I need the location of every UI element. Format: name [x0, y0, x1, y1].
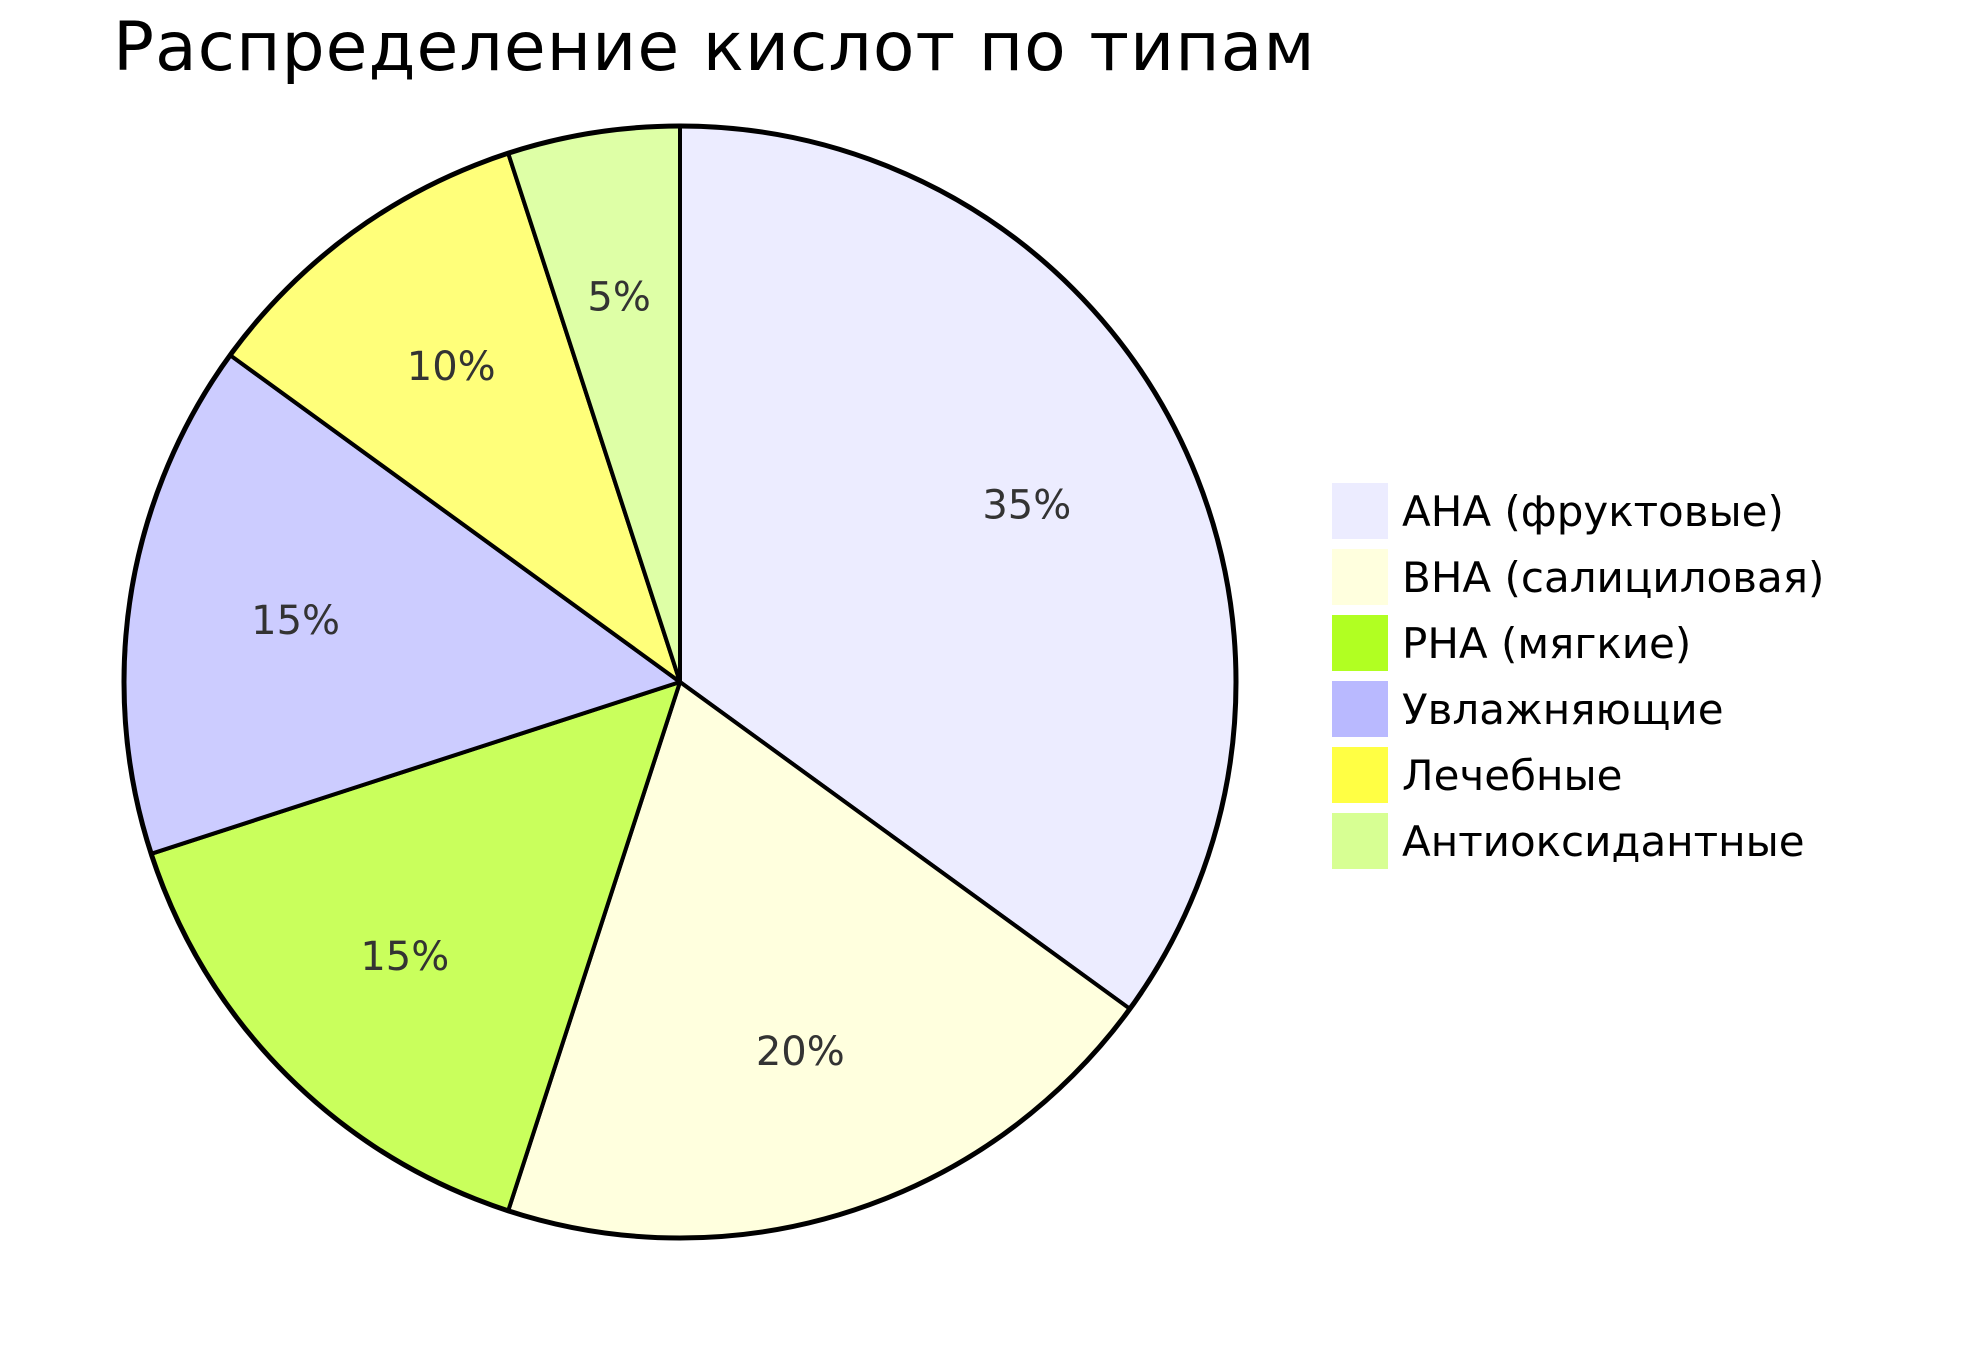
chart-title: Распределение кислот по типам	[113, 8, 1316, 87]
legend-item-6: Антиоксидантные	[1332, 808, 1824, 874]
slice-value-label-2: 20%	[756, 1029, 845, 1075]
pie-outline	[121, 123, 1239, 1241]
slice-value-label-4: 15%	[251, 598, 340, 644]
legend-label: AHA (фруктовые)	[1402, 486, 1784, 536]
slice-value-label-3: 15%	[360, 934, 449, 980]
legend-swatch	[1332, 747, 1388, 803]
legend-swatch	[1332, 681, 1388, 737]
legend-label: Антиоксидантные	[1402, 816, 1805, 866]
legend-label: Увлажняющие	[1402, 684, 1724, 734]
slice-value-label-1: 35%	[982, 482, 1071, 528]
legend-label: PHA (мягкие)	[1402, 618, 1692, 668]
legend-item-3: PHA (мягкие)	[1332, 610, 1824, 676]
legend-item-4: Увлажняющие	[1332, 676, 1824, 742]
legend: AHA (фруктовые) BHA (салициловая) PHA (мяг…	[1332, 478, 1824, 874]
legend-label: Лечебные	[1402, 750, 1623, 800]
legend-swatch	[1332, 615, 1388, 671]
slice-value-label-5: 10%	[407, 344, 496, 390]
legend-swatch	[1332, 483, 1388, 539]
legend-item-1: AHA (фруктовые)	[1332, 478, 1824, 544]
slice-value-label-6: 5%	[587, 275, 650, 321]
legend-label: BHA (салициловая)	[1402, 552, 1825, 602]
legend-item-2: BHA (салициловая)	[1332, 544, 1824, 610]
legend-swatch	[1332, 813, 1388, 869]
legend-item-5: Лечебные	[1332, 742, 1824, 808]
legend-swatch	[1332, 549, 1388, 605]
